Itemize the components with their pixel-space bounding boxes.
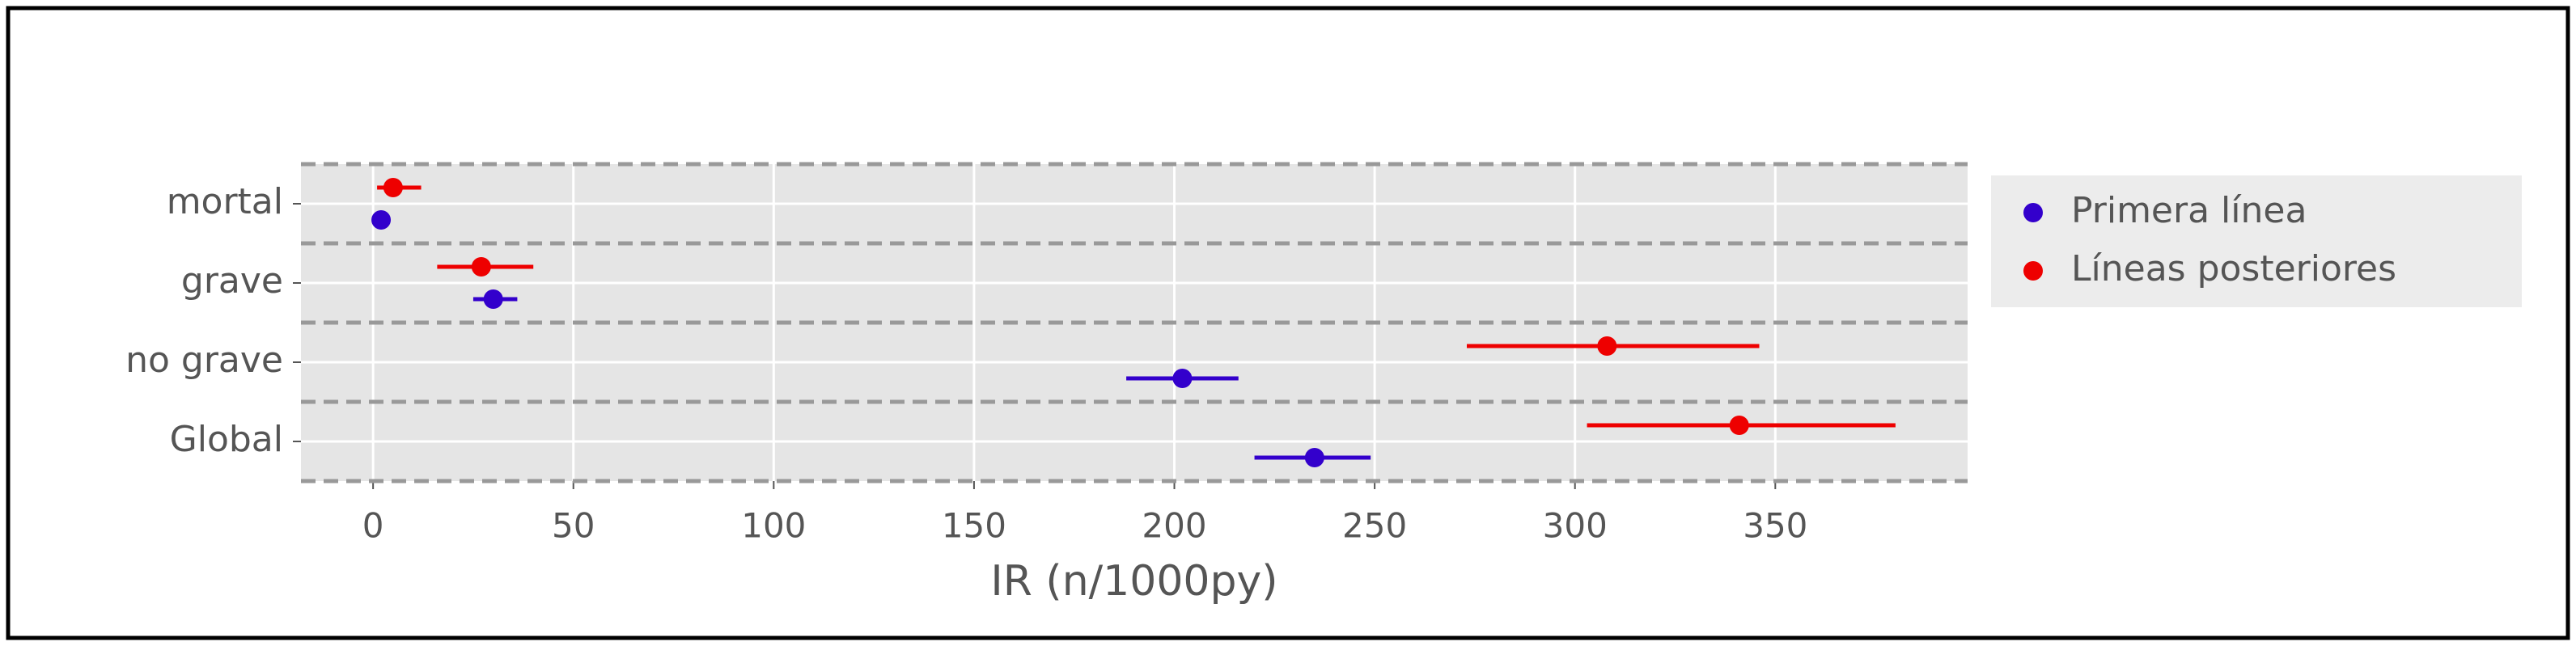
point [383,178,403,197]
legend-label: Líneas posteriores [2071,248,2396,289]
legend-box [1991,175,2522,307]
x-tick-label: 350 [1743,506,1807,546]
legend-marker [2023,203,2043,222]
legend-marker [2023,261,2043,281]
point [371,210,392,230]
point [483,289,503,309]
y-tick-label: Global [170,419,283,460]
point [1172,369,1193,388]
y-tick-label: no grave [125,340,283,381]
x-tick-label: 50 [552,506,595,546]
point [471,257,491,277]
x-tick-label: 100 [741,506,806,546]
point [1729,416,1749,435]
x-axis-label: IR (n/1000py) [990,557,1277,606]
x-tick-label: 200 [1142,506,1206,546]
x-tick-label: 0 [362,506,384,546]
x-tick-label: 250 [1342,506,1407,546]
y-tick-label: mortal [167,181,283,222]
point [1597,336,1617,356]
point [1304,448,1324,467]
x-tick-label: 300 [1543,506,1608,546]
y-tick-label: grave [181,260,283,302]
x-tick-label: 150 [942,506,1006,546]
legend-label: Primera línea [2071,190,2307,231]
